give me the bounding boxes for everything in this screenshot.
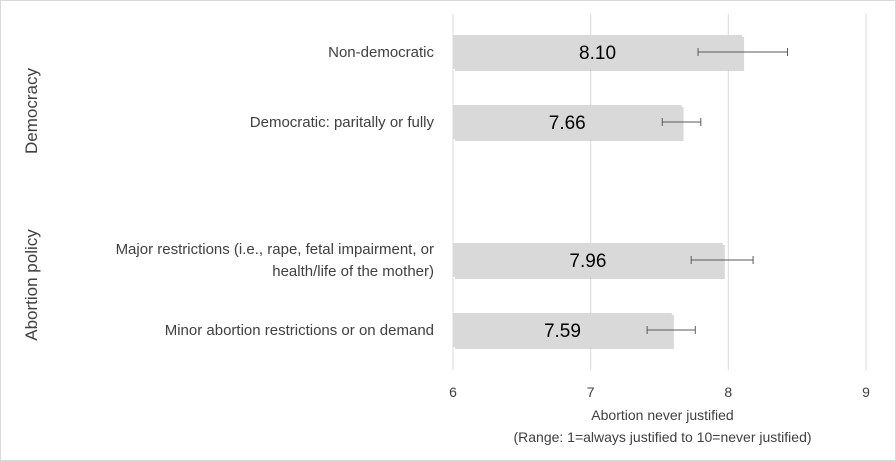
group-label-1: Abortion policy: [22, 229, 41, 341]
bar-0-1-value-label: 7.66: [549, 113, 586, 134]
bar-1-0-category-label: health/life of the mother): [272, 263, 434, 280]
bar-1-0: [453, 243, 723, 277]
bar-1-0-value-label: 7.96: [569, 251, 606, 272]
x-tick-label-8: 8: [724, 384, 732, 400]
bar-1-1-value-label: 7.59: [544, 321, 581, 342]
x-axis-title-line-0: Abortion never justified: [591, 407, 733, 423]
bar-0-1-category-label: Democratic: paritally or fully: [250, 114, 435, 131]
group-label-0: Democracy: [22, 68, 41, 154]
bar-0-0-category-label: Non-democratic: [328, 44, 434, 61]
bar-0-0-value-label: 8.10: [579, 43, 616, 64]
bar-1-1-category-label: Minor abortion restrictions or on demand: [165, 322, 434, 339]
x-axis-title-line-1: (Range: 1=always justified to 10=never j…: [513, 429, 811, 445]
x-tick-label-6: 6: [449, 384, 457, 400]
bar-0-1: [453, 105, 682, 139]
x-tick-label-9: 9: [862, 384, 870, 400]
bar-0-0: [453, 35, 743, 69]
bar-1-1: [453, 313, 672, 347]
x-tick-label-7: 7: [587, 384, 595, 400]
bar-1-0-category-label: Major restrictions (i.e., rape, fetal im…: [116, 241, 434, 258]
